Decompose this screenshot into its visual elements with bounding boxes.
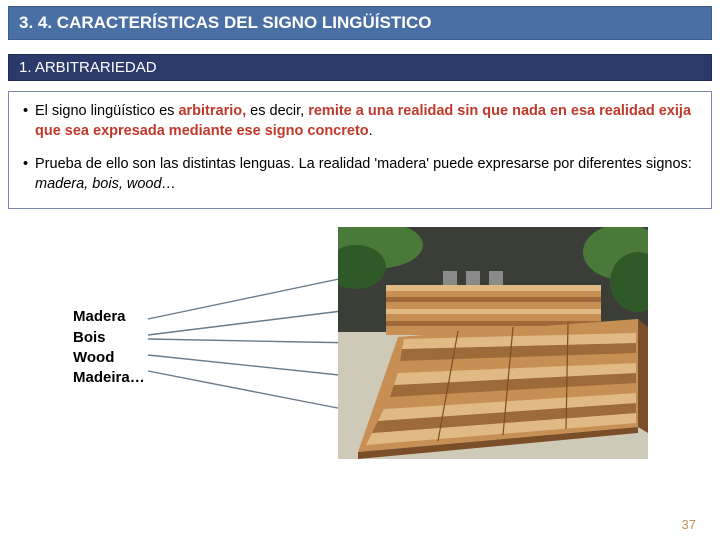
content-box: El signo lingüístico es arbitrario, es d… [8,91,712,209]
word-madera: Madera [73,307,145,327]
word-wood: Wood [73,348,145,368]
subsection-title-text: 1. ARBITRARIEDAD [19,59,157,76]
word-list: Madera Bois Wood Madeira… [73,307,145,388]
page-number: 37 [682,517,696,532]
wood-illustration [338,227,648,459]
bullet-1-pre: El signo lingüístico es [35,103,178,119]
connector-lines [138,257,368,437]
bullet-2: Prueba de ello son las distintas lenguas… [21,155,699,194]
section-title-text: 3. 4. CARACTERÍSTICAS DEL SIGNO LINGÜÍST… [19,13,431,32]
word-bois: Bois [73,328,145,348]
subsection-title: 1. ARBITRARIEDAD [8,54,712,81]
section-title: 3. 4. CARACTERÍSTICAS DEL SIGNO LINGÜÍST… [8,6,712,40]
bullet-2-pre: Prueba de ello son las distintas lenguas… [35,156,692,172]
diagram-area: Madera Bois Wood Madeira… [8,227,712,467]
bullet-1-bold-1: arbitrario, [178,103,246,119]
word-madeira: Madeira… [73,368,145,388]
bullet-1: El signo lingüístico es arbitrario, es d… [21,102,699,141]
bullet-2-italics: madera, bois, wood… [35,176,176,192]
bullet-1-post: . [369,123,373,139]
bullet-1-mid: es decir, [246,103,308,119]
